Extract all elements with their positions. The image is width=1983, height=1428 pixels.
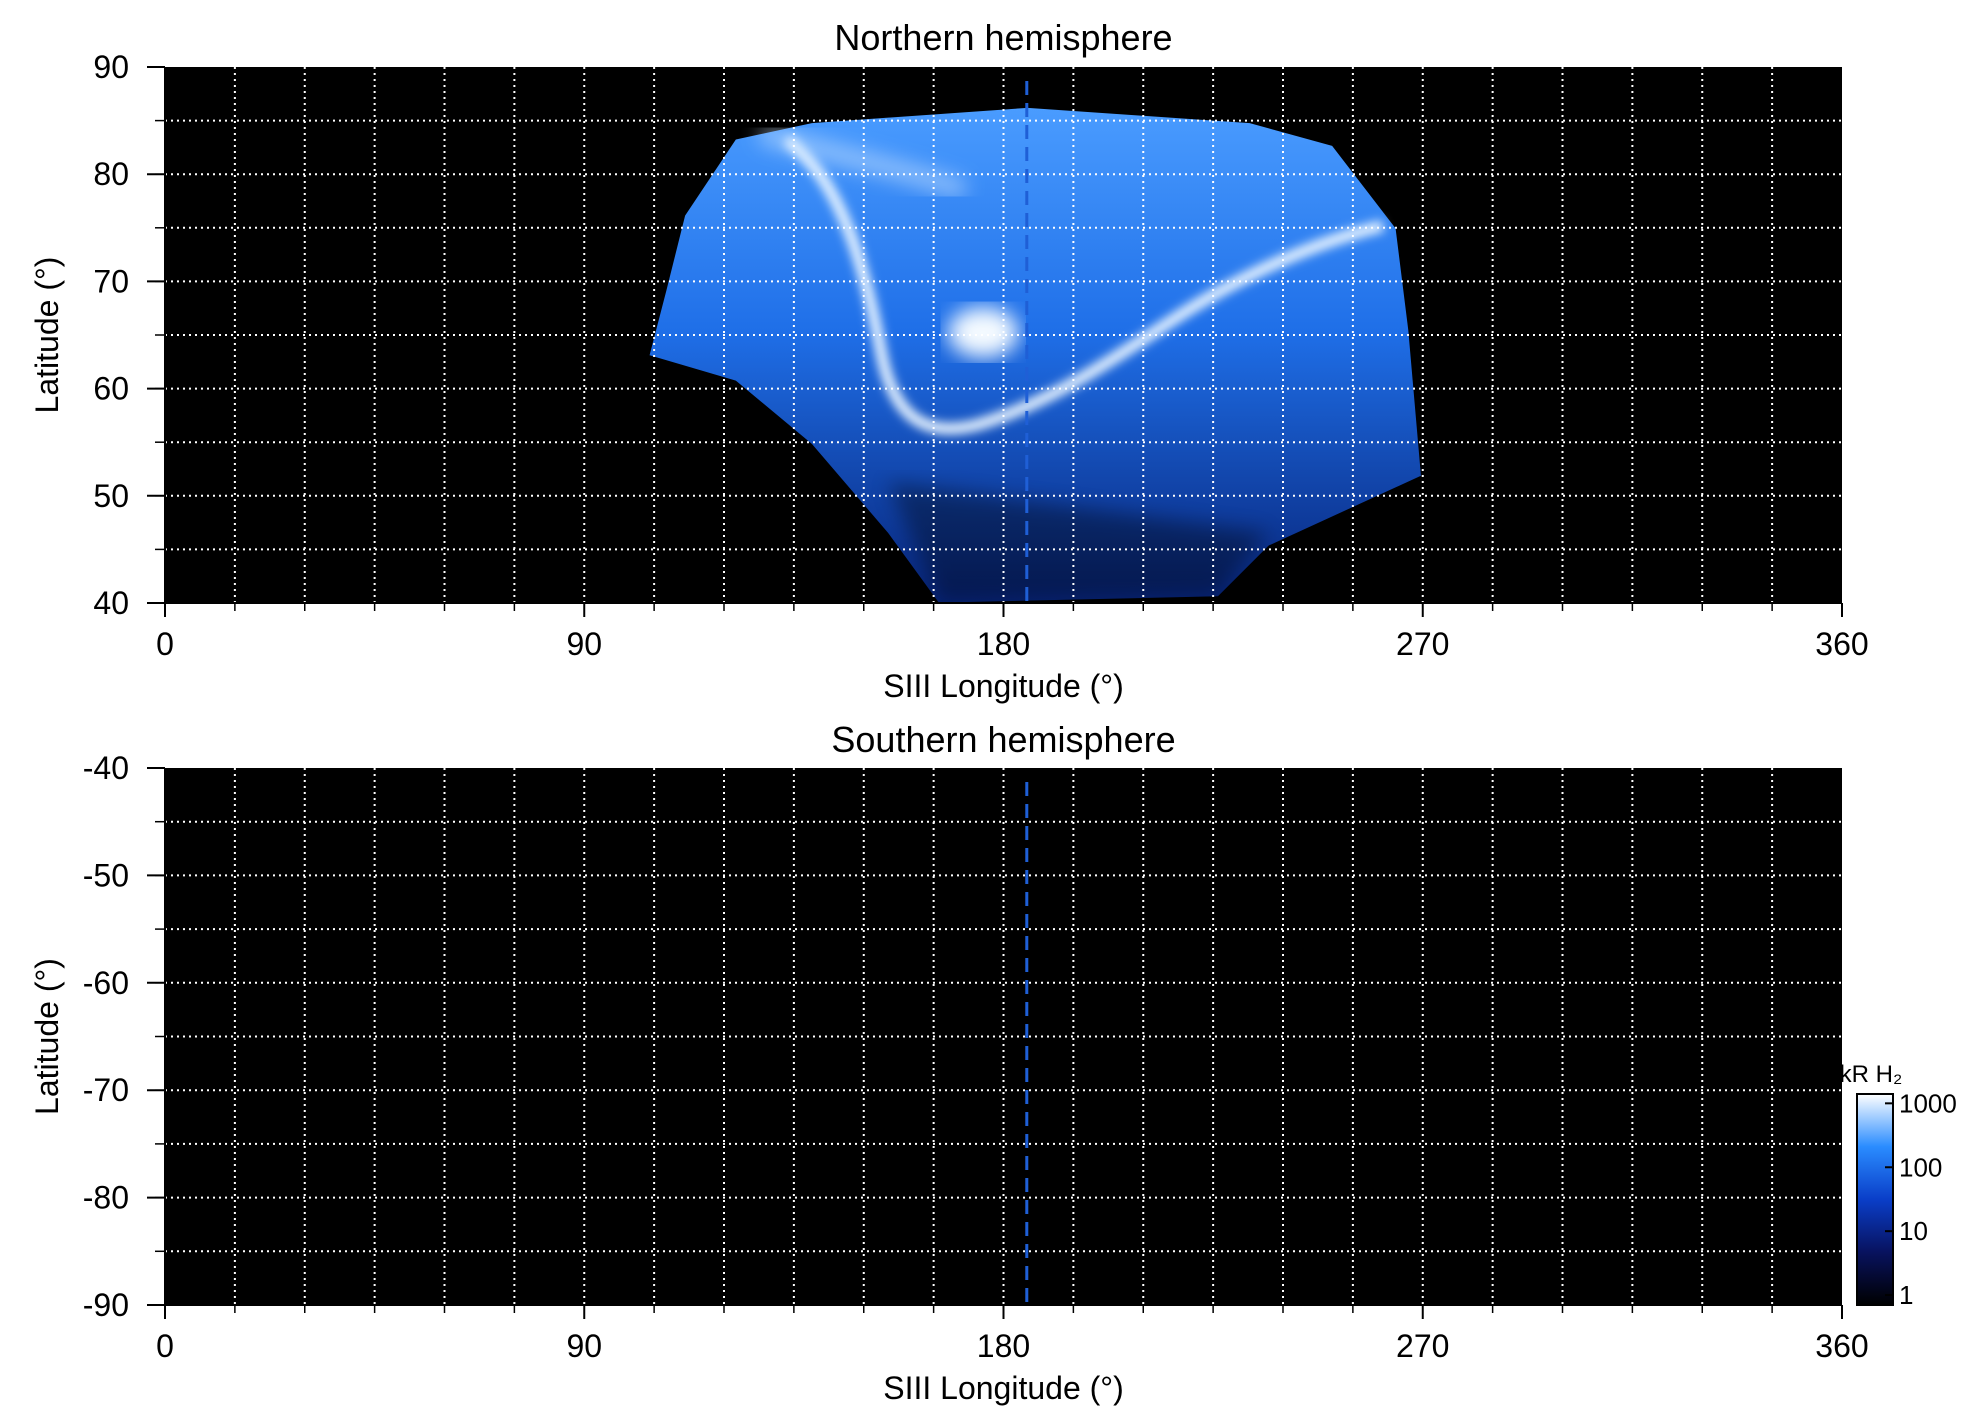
y-tick-label: 80	[93, 156, 129, 192]
y-tick-label: 60	[93, 371, 129, 407]
colorbar-tick-label: 10	[1899, 1216, 1928, 1246]
x-tick-label: 360	[1815, 1328, 1868, 1364]
aurora-image	[649, 107, 1421, 603]
y-tick-label: 40	[93, 585, 129, 621]
y-tick-label: -70	[83, 1072, 129, 1108]
bright-spot	[947, 307, 1019, 358]
x-tick-label: 0	[156, 626, 174, 662]
y-tick-label: -60	[83, 965, 129, 1001]
y-axis-title: Latitude (°)	[29, 257, 65, 414]
x-tick-label: 90	[566, 626, 602, 662]
y-tick-label: 90	[93, 49, 129, 85]
x-tick-label: 270	[1396, 1328, 1449, 1364]
main-oval	[783, 134, 1385, 435]
chart-title: Southern hemisphere	[831, 719, 1175, 760]
x-axis-title: SIII Longitude (°)	[883, 668, 1123, 704]
colorbar-title: kR H₂	[1840, 1061, 1903, 1088]
x-tick-label: 270	[1396, 626, 1449, 662]
plot-background	[165, 768, 1842, 1305]
polar-emission	[758, 124, 968, 199]
colorbar: kR H₂ 1 10 100 1000	[1840, 1061, 1957, 1310]
y-axis-title: Latitude (°)	[29, 958, 65, 1115]
emission-region	[649, 107, 1421, 603]
colorbar-tick-label: 100	[1899, 1152, 1942, 1182]
colorbar-gradient	[1856, 1093, 1894, 1306]
chart-title: Northern hemisphere	[834, 17, 1172, 58]
x-tick-label: 0	[156, 1328, 174, 1364]
low-latitude-noise	[888, 482, 1269, 603]
y-tick-label: 50	[93, 478, 129, 514]
south-panel: 0 90 180 270 360 -90 -80 -70 -60 -50 -40 Southern h…	[29, 719, 1869, 1406]
y-tick-label: 70	[93, 263, 129, 299]
x-tick-label: 180	[977, 1328, 1030, 1364]
y-tick-label: -80	[83, 1180, 129, 1216]
y-tick-label: -40	[83, 750, 129, 786]
x-axis-title: SIII Longitude (°)	[883, 1370, 1123, 1406]
y-tick-label: -50	[83, 857, 129, 893]
colorbar-tick-label: 1000	[1899, 1088, 1957, 1118]
x-tick-label: 180	[977, 626, 1030, 662]
x-tick-label: 90	[566, 1328, 602, 1364]
colorbar-tick-label: 1	[1899, 1280, 1913, 1310]
y-tick-label: -90	[83, 1287, 129, 1323]
x-tick-label: 360	[1815, 626, 1868, 662]
north-panel: 0 90 180 270 360 40 50 60 70 80 90 Northern hemisph…	[29, 17, 1869, 704]
